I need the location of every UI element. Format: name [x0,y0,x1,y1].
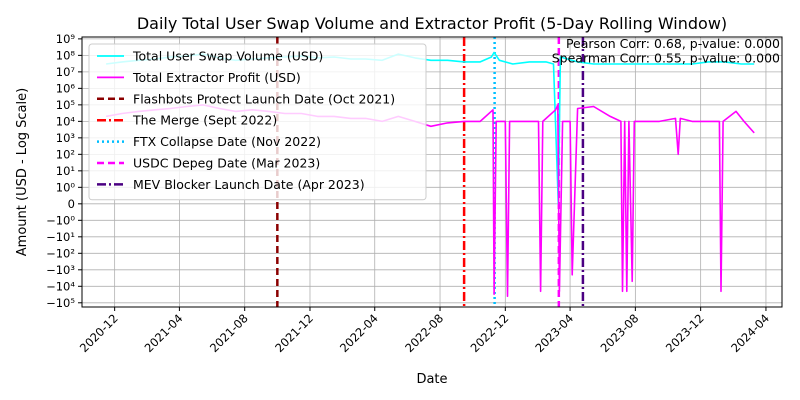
y-tick-label: 10⁷ [56,65,76,79]
x-tick-label: 2022-04 [337,311,381,355]
x-tick-label: 2021-08 [207,311,251,355]
y-tick-label: 10⁶ [56,81,76,95]
legend-label: The Merge (Sept 2022) [132,113,277,128]
y-tick-label: −10⁴ [46,279,75,293]
y-tick-label: 10² [56,147,75,161]
y-tick-label: −10² [46,246,75,260]
legend-label: USDC Depeg Date (Mar 2023) [133,156,320,171]
annotation-text: Spearman Corr: 0.55, p-value: 0.000 [552,51,780,66]
y-tick-label: 10¹ [56,164,75,178]
legend-label: Flashbots Protect Launch Date (Oct 2021) [133,91,395,106]
legend-label: FTX Collapse Date (Nov 2022) [133,134,321,149]
y-tick-label: 0 [68,197,75,211]
x-tick-label: 2021-12 [272,311,316,355]
legend-box [88,43,427,201]
y-tick-label: 10⁵ [56,98,76,112]
legend-label: MEV Blocker Launch Date (Apr 2023) [133,177,365,192]
y-tick-label: 10⁰ [56,180,76,194]
y-tick-label: −10¹ [46,230,75,244]
x-tick-label: 2022-08 [402,311,446,355]
y-tick-label: −10³ [46,263,75,277]
correlation-annotations: Pearson Corr: 0.68, p-value: 0.000Spearm… [552,36,780,66]
x-axis-ticks: 2020-12 2021-04 2021-08 2021-12 2022-04 2022-… [77,307,772,355]
x-tick-label: 2023-04 [532,311,576,355]
y-axis-label: Amount (USD - Log Scale) [15,88,30,256]
x-axis-label: Date [416,372,447,387]
x-tick-label: 2024-04 [728,311,772,355]
y-tick-label: 10⁹ [56,32,76,46]
legend-label: Total Extractor Profit (USD) [132,70,301,85]
legend: Total User Swap Volume (USD) Total Extrac… [88,43,427,201]
y-tick-label: −10⁰ [46,213,75,227]
y-tick-label: 10⁸ [56,48,76,62]
x-tick-label: 2023-12 [663,311,707,355]
plot-frame [81,36,783,308]
x-tick-label: 2020-12 [77,311,121,355]
x-tick-label: 2023-08 [598,311,642,355]
x-tick-label: 2022-12 [468,311,512,355]
y-tick-label: 10³ [56,131,76,145]
y-tick-label: 10⁴ [56,114,76,128]
y-tick-label: −10⁵ [46,296,75,310]
grid [82,37,782,307]
chart-title: Daily Total User Swap Volume and Extract… [137,14,727,33]
annotation-text: Pearson Corr: 0.68, p-value: 0.000 [566,36,780,51]
legend-label: Total User Swap Volume (USD) [132,49,323,64]
x-tick-label: 2021-04 [142,311,186,355]
y-axis-ticks: −10⁵ −10⁴ −10³ −10² −10¹ −10⁰ 0 10⁰ 10¹ 10² 10³ 10⁴… [46,32,82,310]
